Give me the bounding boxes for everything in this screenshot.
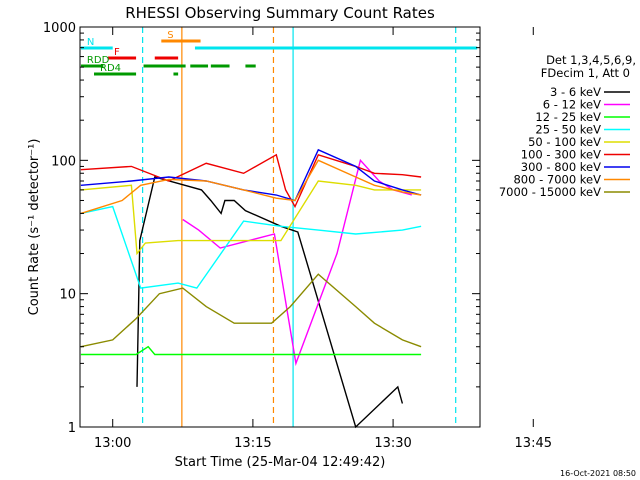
series-line-5	[80, 153, 422, 209]
timestamp: 16-Oct-2021 08:50	[560, 469, 636, 478]
series-line-1	[182, 158, 412, 367]
y-tick-label-0: 1	[68, 421, 76, 436]
legend-label-3: 25 - 50 keV	[535, 123, 601, 137]
series-line-4	[80, 180, 422, 256]
legend-label-0: 3 - 6 keV	[550, 85, 601, 99]
series-line-2	[80, 345, 422, 356]
flag-label-n: N	[87, 37, 94, 48]
legend-label-4: 50 - 100 keV	[528, 135, 601, 149]
flag-label-rd4: RD4	[100, 63, 121, 74]
flag-label-s: S	[167, 30, 173, 41]
legend-label-5: 100 - 300 keV	[521, 148, 601, 162]
legend-header-detectors: Det 1,3,4,5,6,9,	[546, 53, 636, 67]
legend-label-6: 300 - 800 keV	[521, 160, 601, 174]
series-line-3	[80, 205, 422, 289]
x-tick-label-1: 13:15	[234, 436, 271, 451]
series-line-6	[80, 148, 422, 202]
legend-label-2: 12 - 25 keV	[535, 110, 601, 124]
legend-header-attenuator: FDecim 1, Att 0	[541, 66, 630, 80]
series-line-0	[136, 176, 404, 429]
legend-label-8: 7000 - 15000 keV	[499, 185, 601, 199]
x-tick-label-0: 13:00	[94, 436, 131, 451]
x-tick-label-3: 13:45	[515, 436, 552, 451]
legend-label-1: 6 - 12 keV	[543, 98, 601, 112]
plot-frame	[79, 26, 481, 428]
series-line-7	[80, 159, 422, 215]
y-axis: 1 10 100 1000	[43, 21, 480, 436]
flag-label-rdd: RDD	[87, 55, 110, 66]
chart-title: RHESSI Observing Summary Count Rates	[125, 4, 435, 22]
y-axis-label: Count Rate (s⁻¹ detector⁻¹)	[27, 139, 42, 316]
series-line-8	[80, 273, 422, 348]
y-tick-label-1: 10	[59, 288, 76, 303]
legend: Det 1,3,4,5,6,9,FDecim 1, Att 0 3 - 6 keV…	[499, 53, 636, 199]
x-axis-label: Start Time (25-Mar-04 12:49:42)	[175, 455, 386, 470]
flag-label-f: F	[114, 47, 120, 58]
y-tick-label-3: 1000	[43, 21, 76, 36]
y-tick-label-2: 100	[51, 154, 76, 169]
x-tick-label-2: 13:30	[374, 436, 411, 451]
legend-label-7: 800 - 7000 keV	[513, 173, 601, 187]
